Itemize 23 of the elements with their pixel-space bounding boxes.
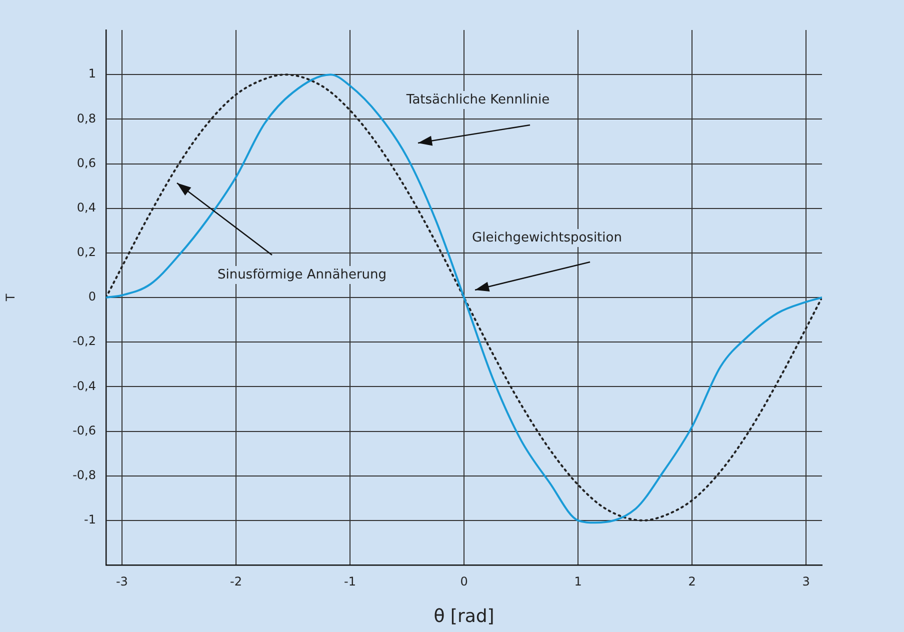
x-tick-label: -1 xyxy=(344,574,356,588)
y-tick-label: -1 xyxy=(84,512,96,527)
y-tick-label: 0 xyxy=(88,290,96,304)
x-axis-title: θ [rad] xyxy=(434,606,494,627)
x-tick-label: 3 xyxy=(802,574,810,588)
x-tick-label: 0 xyxy=(460,574,468,588)
x-tick-label: -2 xyxy=(230,574,242,588)
y-tick-label: -0,6 xyxy=(72,423,96,438)
x-tick-label: -3 xyxy=(116,574,128,588)
y-tick-label: 1 xyxy=(88,66,96,81)
y-tick-label: 0,2 xyxy=(76,245,96,260)
annotation: Gleichgewichtsposition xyxy=(472,230,622,246)
y-tick-label: -0,2 xyxy=(72,334,96,348)
y-tick-label: -0,8 xyxy=(72,468,96,482)
y-tick-label: 0,6 xyxy=(76,156,96,170)
annotation: Tatsächliche Kennlinie xyxy=(405,92,550,108)
y-axis-title: T xyxy=(3,293,18,302)
y-tick-label: 0,8 xyxy=(76,111,96,126)
annotation: Sinusförmige Annäherung xyxy=(217,267,387,282)
x-tick-label: 2 xyxy=(688,574,696,588)
y-tick-label: -0,4 xyxy=(72,378,96,393)
y-tick-label: 0,4 xyxy=(76,200,96,214)
x-tick-label: 1 xyxy=(574,574,582,588)
